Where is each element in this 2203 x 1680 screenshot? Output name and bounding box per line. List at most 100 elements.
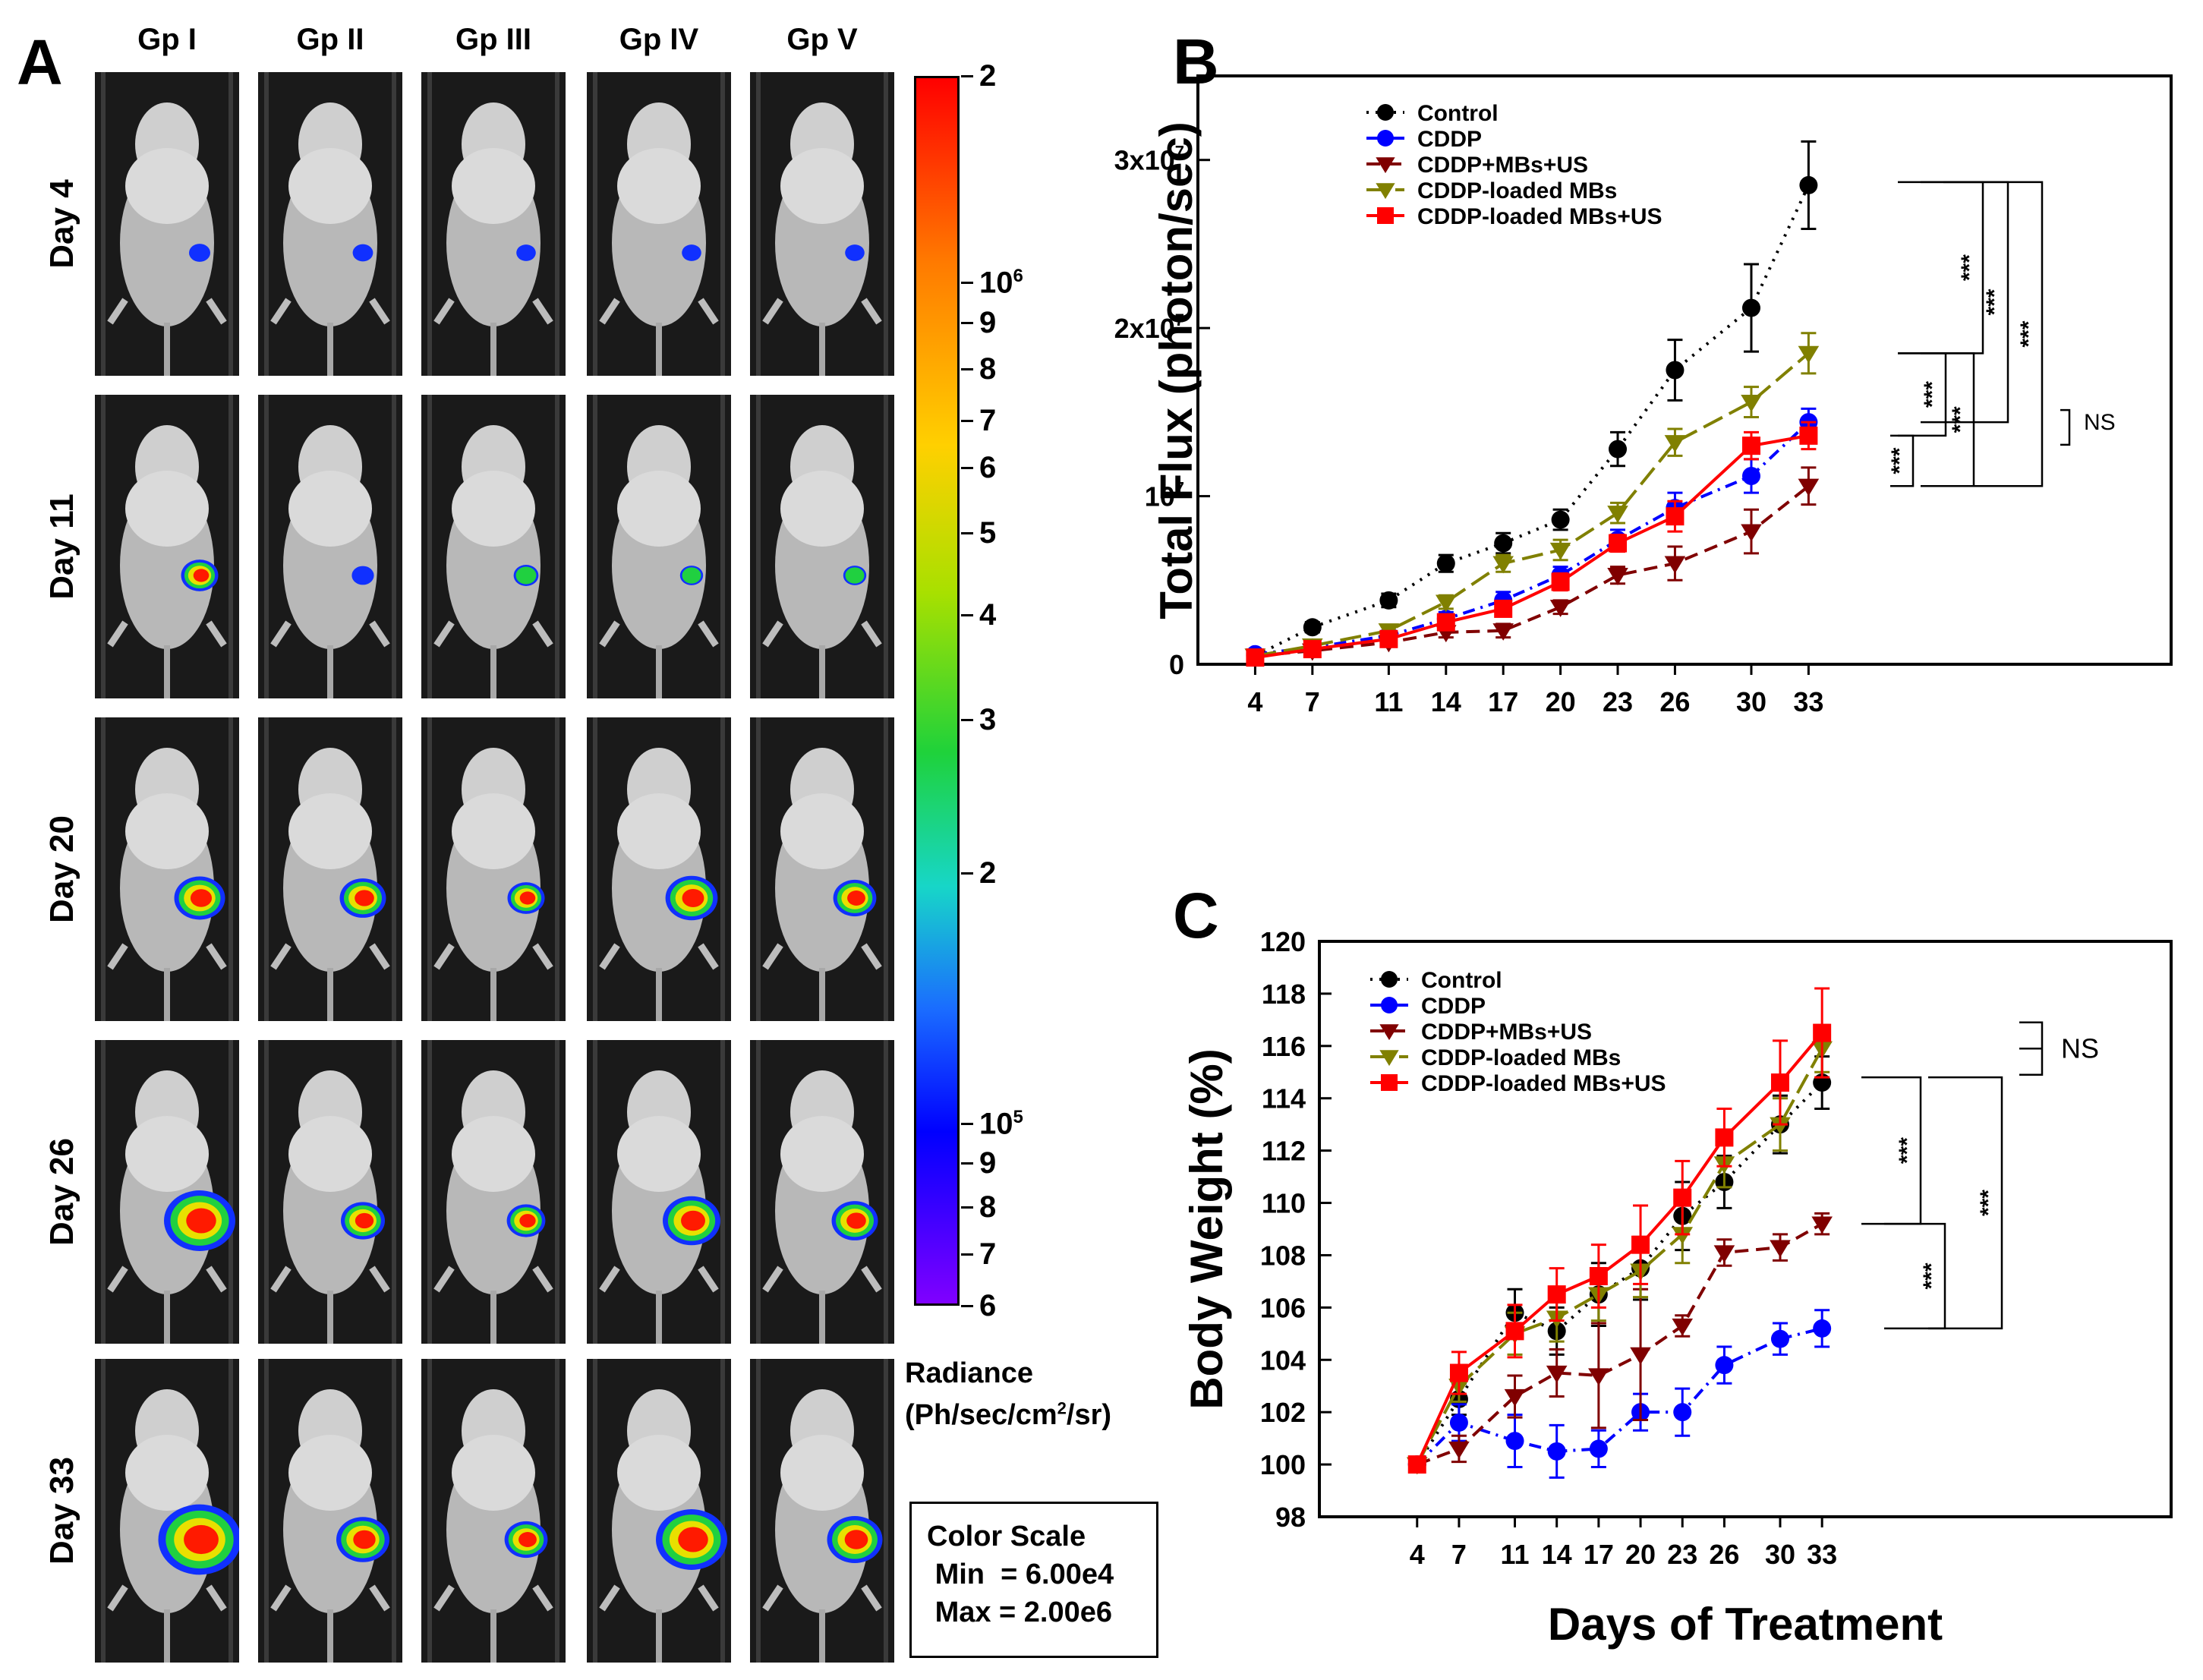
mouse-image — [750, 395, 894, 698]
data-point — [1449, 1413, 1468, 1432]
significance-label: NS — [2061, 1032, 2099, 1064]
y-tick-label: 104 — [1260, 1344, 1306, 1376]
bracket — [1898, 181, 1984, 355]
data-point — [1631, 1403, 1650, 1422]
mouse-image — [258, 72, 402, 376]
color-scale-max-label: Max — [934, 1596, 991, 1629]
legend-label: Control — [1421, 968, 1502, 993]
mouse-image — [587, 395, 731, 698]
mouse-image — [587, 1359, 731, 1663]
colorbar-tick — [961, 1253, 973, 1256]
y-tick-label: 116 — [1262, 1031, 1306, 1062]
mouse-image — [421, 395, 566, 698]
colorbar-tick-label: 2 — [979, 856, 997, 890]
data-point — [1589, 1285, 1608, 1304]
y-tick-label: 2x107 — [1114, 310, 1184, 344]
data-point — [1406, 1457, 1428, 1475]
series-line — [1255, 351, 1810, 657]
series — [1246, 140, 1818, 665]
plot-frame — [1318, 940, 2173, 1518]
x-tick-label: 26 — [1659, 686, 1690, 717]
bracket — [1890, 434, 1915, 487]
data-point — [1741, 437, 1760, 455]
data-point — [1770, 1240, 1791, 1258]
data-point — [1378, 635, 1400, 653]
series-line — [1417, 1222, 1823, 1466]
data-point — [1303, 638, 1322, 657]
panel-label: C — [1173, 880, 1219, 951]
legend-label: CDDP+MBs+US — [1417, 153, 1588, 178]
data-point — [1715, 1356, 1734, 1375]
radiance-units: (Ph/sec/cm2/sr) — [905, 1395, 1111, 1436]
data-point — [1546, 1365, 1568, 1383]
data-point — [1547, 1322, 1566, 1341]
data-point — [1505, 1303, 1524, 1322]
data-point — [1630, 1263, 1651, 1281]
x-tick-label: 23 — [1603, 686, 1633, 717]
panel-a-label: A — [17, 27, 63, 98]
x-tick-label: 17 — [1488, 686, 1518, 717]
data-point — [1381, 1074, 1398, 1091]
series — [1246, 407, 1818, 663]
colorbar-tick-label: 9 — [979, 306, 997, 339]
series — [1407, 1055, 1832, 1474]
data-point — [1448, 1441, 1470, 1459]
mouse-image — [421, 1359, 566, 1663]
data-point — [1798, 478, 1820, 496]
day-label: Day 4 — [43, 179, 80, 269]
x-tick-label: 20 — [1625, 1539, 1656, 1570]
legend-label: CDDP+MBs+US — [1421, 1020, 1592, 1045]
data-point — [1770, 1073, 1789, 1092]
x-tick-label: 33 — [1793, 686, 1823, 717]
data-point — [1436, 613, 1455, 632]
mouse-image — [258, 1040, 402, 1344]
bracket — [2019, 1021, 2044, 1076]
bracket — [1928, 1076, 2003, 1330]
series — [1244, 332, 1820, 667]
data-point — [1449, 1389, 1468, 1408]
series — [1406, 1212, 1833, 1475]
data-point — [1715, 1172, 1734, 1191]
x-axis-label: Days of Treatment — [1548, 1599, 1943, 1650]
legend-label: Control — [1417, 101, 1499, 126]
y-tick-label: 106 — [1260, 1292, 1306, 1323]
mouse-image — [750, 1359, 894, 1663]
y-tick-label: 3x107 — [1114, 143, 1184, 176]
colorbar-tick-label: 9 — [979, 1146, 997, 1180]
x-tick-label: 11 — [1500, 1539, 1529, 1570]
data-point — [1609, 531, 1628, 550]
data-point — [1589, 1267, 1608, 1286]
data-point — [1607, 506, 1628, 523]
colorbar-tick — [961, 1123, 973, 1125]
data-point — [1407, 1455, 1426, 1474]
data-point — [1407, 1455, 1426, 1474]
legend-label: CDDP — [1421, 994, 1486, 1019]
colorbar-tick-label: 5 — [979, 516, 997, 550]
x-tick-label: 4 — [1247, 686, 1262, 717]
data-point — [1436, 554, 1455, 573]
colorbar-tick — [961, 282, 973, 284]
data-point — [1741, 298, 1760, 317]
colorbar-tick — [961, 719, 973, 721]
data-point — [1381, 997, 1398, 1013]
colorbar-tick — [961, 614, 973, 616]
data-point — [1505, 1322, 1524, 1341]
mouse-image — [421, 1040, 566, 1344]
data-point — [1741, 524, 1762, 542]
mouse-image — [587, 72, 731, 376]
mouse-image — [421, 717, 566, 1021]
colorbar-tick-label: 2 — [979, 59, 997, 93]
data-point — [1546, 1310, 1568, 1329]
mouse-image — [587, 717, 731, 1021]
mouse-image — [750, 717, 894, 1021]
day-label: Day 33 — [43, 1457, 80, 1565]
series-line — [1254, 184, 1811, 657]
data-point — [1551, 572, 1570, 591]
bracket — [2060, 408, 2071, 446]
series-line — [1415, 1032, 1823, 1465]
series — [1407, 987, 1832, 1474]
data-point — [1713, 1156, 1735, 1174]
y-tick-label: 107 — [1145, 479, 1184, 512]
data-point — [1435, 594, 1457, 613]
data-point — [1379, 629, 1398, 648]
